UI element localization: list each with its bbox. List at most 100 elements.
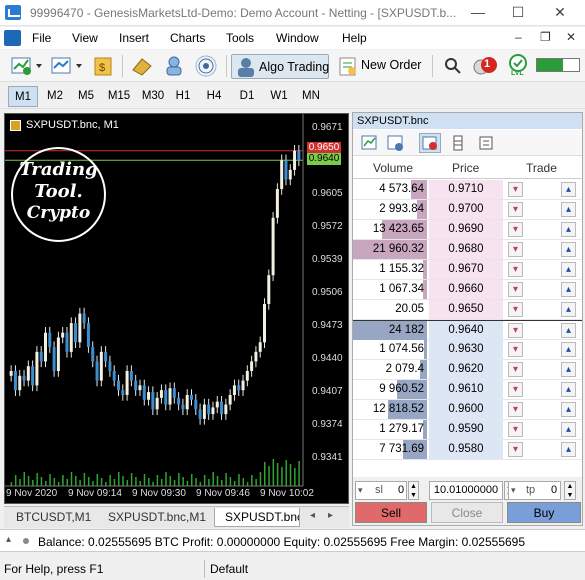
dom-settings-icon[interactable] [475, 133, 497, 153]
bid-row[interactable]: 1 279.17 0.9590 ▾ ▴ [353, 420, 582, 440]
sell-arrow-icon[interactable]: ▾ [508, 242, 523, 257]
menu-tools[interactable]: Tools [226, 31, 255, 45]
collapse-icon[interactable]: ▴ [6, 534, 12, 545]
price-cell[interactable]: 0.9710 [429, 180, 503, 199]
sl-dropdown-icon[interactable]: ▾ [358, 485, 363, 495]
tab-scroll-left-icon[interactable]: ◂ [310, 510, 316, 521]
chart-mode-icon[interactable] [359, 133, 381, 153]
menu-window[interactable]: Window [276, 31, 319, 45]
tab-scroll-right-icon[interactable]: ▸ [328, 510, 334, 521]
mdi-restore-button[interactable]: ❐ [540, 30, 551, 44]
sell-arrow-icon[interactable]: ▾ [508, 442, 523, 457]
metaeditor-icon[interactable] [130, 54, 154, 78]
bid-row[interactable]: 1 074.56 0.9630 ▾ ▴ [353, 340, 582, 360]
notifications-icon[interactable]: 1 [472, 54, 500, 78]
price-cell[interactable]: 0.9620 [429, 360, 503, 379]
price-cell[interactable]: 0.9670 [429, 260, 503, 279]
buy-arrow-icon[interactable]: ▴ [561, 402, 576, 417]
profiles-icon[interactable] [50, 54, 84, 78]
menu-insert[interactable]: Insert [119, 31, 150, 45]
sell-arrow-icon[interactable]: ▾ [508, 182, 523, 197]
buy-arrow-icon[interactable]: ▴ [561, 242, 576, 257]
new-order-button[interactable]: New Order [336, 54, 424, 79]
buy-arrow-icon[interactable]: ▴ [561, 362, 576, 377]
mdi-minimize-button[interactable]: – [515, 30, 522, 44]
timeframe-m2[interactable]: M2 [47, 90, 63, 102]
buy-arrow-icon[interactable]: ▴ [561, 302, 576, 317]
timeframe-mn[interactable]: MN [302, 90, 320, 102]
price-cell[interactable]: 0.9640 [429, 321, 503, 340]
buy-arrow-icon[interactable]: ▴ [561, 422, 576, 437]
timeframe-h4[interactable]: H4 [206, 90, 222, 102]
timeframe-d1[interactable]: D1 [239, 90, 255, 102]
price-cell[interactable]: 0.9690 [429, 220, 503, 239]
price-cell[interactable]: 0.9680 [429, 240, 503, 259]
price-chart[interactable]: SXPUSDT.bnc, M1 Trading Tool. Crypto 0.9… [4, 113, 349, 504]
price-cell[interactable]: 0.9630 [429, 340, 503, 359]
tab-btcusdt-m1[interactable]: BTCUSDT,M1 [16, 510, 92, 524]
buy-arrow-icon[interactable]: ▴ [561, 262, 576, 277]
trade-settings-icon[interactable] [385, 133, 407, 153]
sell-arrow-icon[interactable]: ▾ [508, 362, 523, 377]
bid-row[interactable]: 24 182 0.9640 ▾ ▴ [353, 320, 582, 340]
mdi-close-button[interactable]: ✕ [566, 30, 577, 44]
sell-arrow-icon[interactable]: ▾ [508, 402, 523, 417]
price-cell[interactable]: 0.9650 [429, 300, 503, 319]
ask-row[interactable]: 4 573.64 0.9710 ▾ ▴ [353, 180, 582, 200]
timeframe-m5[interactable]: M5 [78, 90, 94, 102]
ask-row[interactable]: 1 155.32 0.9670 ▾ ▴ [353, 260, 582, 280]
buy-arrow-icon[interactable]: ▴ [561, 182, 576, 197]
sell-arrow-icon[interactable]: ▾ [508, 262, 523, 277]
price-cell[interactable]: 0.9610 [429, 380, 503, 399]
algo-trading-button[interactable]: Algo Trading [231, 54, 329, 79]
buy-arrow-icon[interactable]: ▴ [561, 323, 576, 338]
sell-arrow-icon[interactable]: ▾ [508, 222, 523, 237]
price-cell[interactable]: 0.9600 [429, 400, 503, 419]
signals-icon[interactable] [194, 54, 218, 78]
market-watch-icon[interactable]: $ [92, 54, 116, 78]
search-icon[interactable] [442, 54, 464, 78]
timeframe-m15[interactable]: M15 [107, 90, 131, 102]
price-cell[interactable]: 0.9580 [429, 440, 503, 459]
ask-row[interactable]: 21 960.32 0.9680 ▾ ▴ [353, 240, 582, 260]
maximize-button[interactable]: ☐ [511, 4, 525, 20]
close-button[interactable]: ✕ [554, 4, 566, 20]
stop-loss-field[interactable]: ▾ sl 0 [355, 481, 407, 500]
ask-row[interactable]: 20.05 0.9650 ▾ ▴ [353, 300, 582, 320]
buy-arrow-icon[interactable]: ▴ [561, 222, 576, 237]
price-cell[interactable]: 0.9590 [429, 420, 503, 439]
timeframe-h1[interactable]: H1 [175, 90, 191, 102]
tp-dropdown-icon[interactable]: ▾ [511, 485, 516, 495]
buy-arrow-icon[interactable]: ▴ [561, 342, 576, 357]
new-chart-icon[interactable] [10, 54, 44, 78]
price-cell[interactable]: 0.9700 [429, 200, 503, 219]
close-position-button[interactable]: Close [431, 502, 503, 523]
sell-arrow-icon[interactable]: ▾ [508, 202, 523, 217]
buy-button[interactable]: Buy [507, 502, 581, 523]
take-profit-field[interactable]: ▾ tp 0 [508, 481, 561, 500]
tab-sxpusdt-m1[interactable]: SXPUSDT.bnc,M1 [108, 510, 207, 524]
minimize-button[interactable]: — [471, 4, 485, 20]
ask-row[interactable]: 2 993.84 0.9700 ▾ ▴ [353, 200, 582, 220]
sell-arrow-icon[interactable]: ▾ [508, 282, 523, 297]
sell-button[interactable]: Sell [355, 502, 427, 523]
menu-help[interactable]: Help [342, 31, 367, 45]
sl-spinner[interactable]: ▲ ▼ [408, 481, 419, 500]
ask-row[interactable]: 13 423.65 0.9690 ▾ ▴ [353, 220, 582, 240]
timeframe-m1[interactable]: M1 [8, 86, 38, 107]
bid-row[interactable]: 9 960.52 0.9610 ▾ ▴ [353, 380, 582, 400]
tab-sxpusdt-active[interactable]: SXPUSDT.bnc, [214, 508, 300, 527]
buy-arrow-icon[interactable]: ▴ [561, 282, 576, 297]
timeframe-w1[interactable]: W1 [270, 90, 288, 102]
sell-arrow-icon[interactable]: ▾ [508, 342, 523, 357]
dom-grid-icon[interactable] [447, 133, 469, 153]
strategy-tester-icon[interactable] [162, 54, 186, 78]
volume-field[interactable]: 10.01000000 [429, 481, 503, 500]
timeframe-m30[interactable]: M30 [141, 90, 165, 102]
menu-charts[interactable]: Charts [170, 31, 206, 45]
sell-arrow-icon[interactable]: ▾ [508, 323, 523, 338]
menu-file[interactable]: File [32, 31, 52, 45]
tp-spinner[interactable]: ▲ ▼ [564, 481, 576, 500]
sell-arrow-icon[interactable]: ▾ [508, 422, 523, 437]
bid-row[interactable]: 2 079.4 0.9620 ▾ ▴ [353, 360, 582, 380]
